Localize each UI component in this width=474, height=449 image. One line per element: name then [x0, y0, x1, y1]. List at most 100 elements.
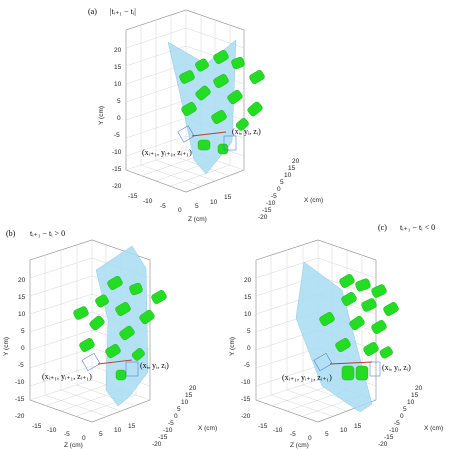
cylinder [363, 342, 379, 356]
tick-label: 0 [277, 186, 281, 193]
tick-label: 0 [247, 345, 251, 352]
tick-label: -15 [258, 423, 268, 430]
cylinder [383, 302, 399, 316]
x-ticks: -20 -15 -10 -5 0 5 10 15 20 [378, 385, 423, 448]
tick-label: -20 [15, 413, 25, 420]
cylinder [95, 294, 109, 308]
tick-label: 0 [82, 435, 86, 442]
current-position-marker [223, 135, 237, 151]
cylinder [115, 302, 131, 316]
panel-a: (a) |tᵢ₊₁ − tᵢ| [88, 7, 323, 223]
cutting-plane [95, 245, 149, 407]
point-next-label: (xᵢ₊₁, yᵢ₊₁, zᵢ₊₁) [42, 372, 92, 381]
tick-label: -15 [15, 396, 25, 403]
cylinder [217, 143, 229, 155]
tick-label: 0 [117, 115, 121, 122]
cylinder-cluster [319, 274, 399, 381]
cylinder [73, 306, 89, 320]
cylinder-cluster [73, 276, 167, 381]
cylinder [119, 325, 135, 341]
cylinder [235, 118, 249, 131]
cylinder [197, 139, 211, 151]
tick-label: 15 [244, 294, 252, 301]
cylinder [195, 85, 211, 101]
tick-label: 15 [18, 294, 26, 301]
tick-label: -20 [112, 183, 122, 190]
cylinder-cluster [179, 50, 265, 155]
cylinder [139, 309, 155, 325]
panel-label: (a) [88, 7, 97, 16]
x-axis-label: X (cm) [424, 425, 443, 432]
tick-label: 5 [280, 179, 284, 186]
displacement-vector [329, 361, 373, 365]
cylinder [361, 298, 377, 312]
cylinder [247, 101, 263, 117]
tick-label: 10 [210, 199, 218, 206]
tick-label: -5 [114, 132, 120, 139]
cylinder [131, 348, 145, 361]
x-ticks: -20 -15 -10 -5 0 5 10 15 20 [152, 385, 197, 448]
tick-label: 10 [18, 311, 26, 318]
cylinder [151, 290, 167, 304]
y-axis-label: Y (cm) [3, 337, 10, 356]
point-current-label: (xᵢ, yᵢ, zᵢ) [382, 363, 411, 372]
cylinder [355, 365, 369, 381]
tick-label: 0 [308, 435, 312, 442]
tick-label: 20 [415, 385, 423, 392]
y-ticks: 20 15 10 5 0 -5 -10 -15 -20 [112, 47, 122, 190]
tick-label: -20 [378, 441, 388, 448]
next-position-marker [177, 125, 195, 143]
tick-label: 5 [195, 203, 199, 210]
current-position-marker [125, 361, 139, 377]
displacement-vector [191, 131, 227, 137]
cylinder [213, 74, 229, 88]
tick-label: -10 [143, 198, 153, 205]
cylinder [107, 276, 123, 290]
tick-label: -10 [273, 427, 283, 434]
z-ticks: -15 -10 -5 0 5 10 15 [128, 193, 232, 214]
point-next-label: (xᵢ₊₁, yᵢ₊₁, zᵢ₊₁) [282, 373, 332, 382]
tick-label: 5 [117, 98, 121, 105]
cylinder [371, 284, 387, 298]
cylinder [211, 110, 227, 124]
cylinder [195, 58, 209, 72]
cylinder [379, 346, 393, 359]
tick-label: 5 [403, 406, 407, 413]
next-position-marker [81, 352, 101, 372]
cylinder [105, 344, 121, 358]
tick-label: -5 [244, 362, 250, 369]
cylinder [319, 312, 335, 326]
current-position-marker [369, 361, 381, 377]
tick-label: -5 [394, 420, 400, 427]
tick-label: 20 [292, 158, 300, 165]
panel-caption: tᵢ₊₁ − tᵢ < 0 [400, 223, 435, 232]
y-axis-label: Y (cm) [98, 106, 105, 125]
tick-label: 5 [21, 328, 25, 335]
tick-label: -15 [384, 434, 394, 441]
cylinder [227, 89, 243, 105]
tick-label: 15 [128, 423, 136, 430]
cylinder [341, 365, 355, 381]
x-axis-label: X (cm) [304, 197, 323, 204]
tick-label: -20 [258, 214, 268, 221]
cylinder [371, 320, 387, 334]
tick-label: -5 [64, 431, 70, 438]
y-axis-label: Y (cm) [229, 337, 236, 356]
tick-label: 20 [18, 277, 26, 284]
panel-label: (c) [378, 223, 387, 232]
tick-label: 20 [244, 277, 252, 284]
z-axis-label: Z (cm) [64, 442, 83, 449]
tick-label: 15 [288, 165, 296, 172]
tick-label: -15 [32, 423, 42, 430]
z-ticks: -15 -10 -5 0 5 10 15 [32, 423, 136, 442]
cylinder [349, 315, 365, 331]
tick-label: 0 [21, 345, 25, 352]
tick-label: -5 [168, 420, 174, 427]
cylinder [231, 56, 245, 70]
tick-label: -5 [160, 203, 166, 210]
next-position-marker [313, 352, 333, 372]
tick-label: 15 [185, 392, 193, 399]
tick-label: -15 [241, 396, 251, 403]
cylinder [339, 274, 355, 288]
